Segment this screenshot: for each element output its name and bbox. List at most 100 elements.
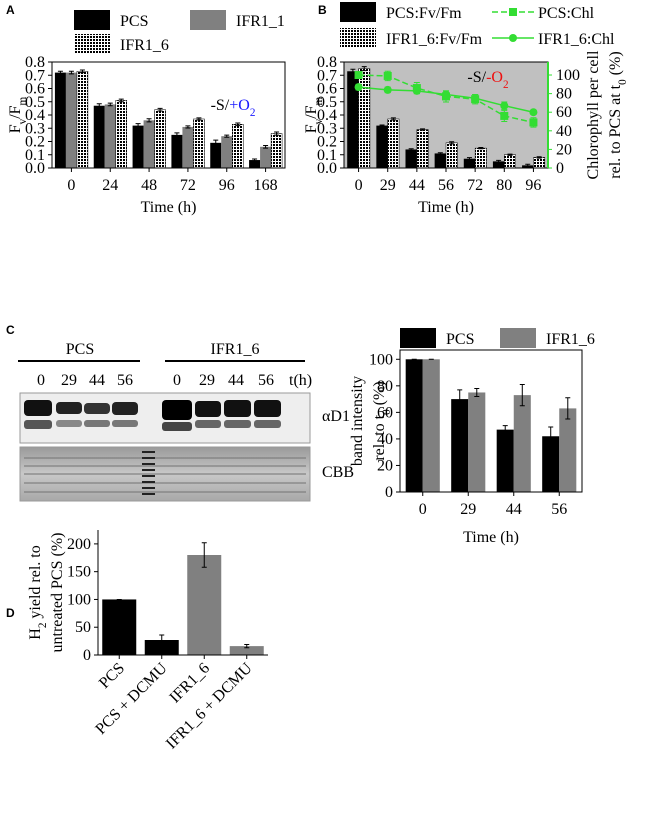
bar bbox=[474, 147, 487, 169]
x-tick-label: 96 bbox=[525, 177, 541, 194]
y-axis-label-part: 0 bbox=[381, 409, 393, 415]
error-bar bbox=[157, 107, 163, 112]
error-bar bbox=[474, 387, 480, 397]
error-bar bbox=[274, 131, 280, 136]
y-axis-label: H2 yield rel. to bbox=[27, 545, 49, 639]
x-tick-label: 44 bbox=[506, 501, 522, 518]
bar bbox=[416, 129, 429, 169]
y2-axis-label-part: rel. to PCS at t bbox=[607, 84, 624, 178]
legend-marker bbox=[509, 34, 517, 42]
annotation-part: -S/ bbox=[211, 97, 230, 114]
error-bar bbox=[361, 66, 367, 72]
error-bar bbox=[466, 157, 472, 161]
y-tick-label: 40 bbox=[377, 431, 393, 448]
y2-tick-label: 100 bbox=[556, 67, 580, 84]
bar bbox=[463, 158, 476, 168]
bar bbox=[260, 146, 272, 168]
y2-axis-label-part: (%) bbox=[607, 51, 624, 79]
bar bbox=[559, 408, 577, 492]
y-tick-label: 80 bbox=[377, 378, 393, 395]
bar bbox=[54, 72, 66, 168]
error-bar bbox=[437, 152, 443, 155]
bar bbox=[249, 160, 261, 168]
error-bar bbox=[496, 159, 502, 163]
marker bbox=[354, 71, 363, 80]
marker bbox=[471, 94, 480, 103]
bar bbox=[210, 142, 222, 168]
y2-axis-label-part: 0 bbox=[617, 79, 629, 85]
lane-label: 56 bbox=[258, 372, 274, 389]
error-bar bbox=[57, 70, 63, 75]
legend-label: PCS:Fv/Fm bbox=[386, 5, 462, 22]
x-tick-label: 56 bbox=[438, 177, 454, 194]
y-axis-label-part: /F bbox=[303, 105, 320, 118]
marker bbox=[354, 83, 363, 92]
annotation-part: +O bbox=[229, 97, 250, 114]
y-axis-label-part: 2 bbox=[37, 623, 49, 629]
error-bar bbox=[507, 153, 513, 156]
annotation-part: -S/ bbox=[467, 69, 486, 86]
legend-swatch bbox=[340, 2, 376, 22]
legend-label: PCS bbox=[446, 331, 474, 348]
y-tick-label: 0.6 bbox=[317, 81, 337, 98]
error-bar bbox=[244, 643, 250, 649]
y-axis-label-part: v bbox=[313, 118, 325, 124]
panel-letter: B bbox=[318, 3, 327, 17]
annotation-part: 2 bbox=[250, 107, 256, 119]
y-tick-label: 0.8 bbox=[317, 54, 337, 71]
error-bar bbox=[390, 117, 396, 121]
error-bar bbox=[224, 134, 230, 138]
y-tick-label: 0.3 bbox=[25, 120, 45, 137]
error-bar bbox=[420, 128, 426, 131]
bar bbox=[434, 153, 446, 168]
y-axis-label-part: H bbox=[27, 628, 44, 640]
bar bbox=[405, 149, 417, 168]
annotation-part: -O bbox=[486, 69, 503, 86]
bar bbox=[492, 161, 505, 168]
y-tick-label: 0.5 bbox=[317, 94, 337, 111]
x-tick-label: 0 bbox=[355, 177, 363, 194]
error-bar bbox=[174, 132, 180, 138]
y-axis-label: rel. to t0 (%) bbox=[371, 381, 393, 460]
bar bbox=[193, 118, 205, 169]
bar bbox=[221, 136, 233, 168]
y-axis-label-part: (%) bbox=[371, 381, 388, 409]
x-axis-label: Time (h) bbox=[463, 529, 519, 546]
plot-frame bbox=[51, 61, 286, 169]
error-bar bbox=[379, 124, 385, 127]
y-tick-label: 0.0 bbox=[25, 160, 45, 177]
bar bbox=[143, 120, 155, 168]
y-tick-label: 200 bbox=[67, 536, 91, 553]
y-tick-label: 100 bbox=[369, 351, 393, 368]
legend-label: PCS bbox=[120, 13, 148, 30]
marker bbox=[529, 108, 538, 117]
lane-label: 29 bbox=[61, 372, 77, 389]
error-bar bbox=[548, 426, 554, 447]
y2-tick-label: 40 bbox=[556, 123, 572, 140]
bar bbox=[115, 100, 128, 169]
marker bbox=[383, 85, 392, 94]
error-bar bbox=[159, 634, 165, 646]
error-bar bbox=[235, 122, 241, 127]
y-tick-label: 0.7 bbox=[25, 67, 45, 84]
lane-label: 56 bbox=[117, 372, 133, 389]
legend-swatch bbox=[74, 10, 110, 30]
panel-letter: C bbox=[6, 323, 15, 337]
x-tick-label: 80 bbox=[496, 177, 512, 194]
legend-label: IFR1_6:Fv/Fm bbox=[386, 31, 483, 48]
y-tick-label: 50 bbox=[75, 619, 91, 636]
error-bar bbox=[525, 163, 531, 167]
error-bar bbox=[350, 68, 356, 74]
x-tick-label: 72 bbox=[180, 177, 196, 194]
y2-tick-label: 60 bbox=[556, 104, 572, 121]
bar bbox=[376, 125, 388, 168]
error-bar bbox=[68, 70, 74, 75]
error-bar bbox=[146, 118, 152, 123]
bar bbox=[387, 118, 400, 169]
error-bar bbox=[96, 103, 102, 109]
lane-label: 0 bbox=[173, 372, 181, 389]
x-tick-label: 96 bbox=[219, 177, 235, 194]
legend-swatch bbox=[190, 10, 226, 30]
x-tick-label: 24 bbox=[102, 177, 118, 194]
y-tick-label: 0 bbox=[385, 484, 393, 501]
